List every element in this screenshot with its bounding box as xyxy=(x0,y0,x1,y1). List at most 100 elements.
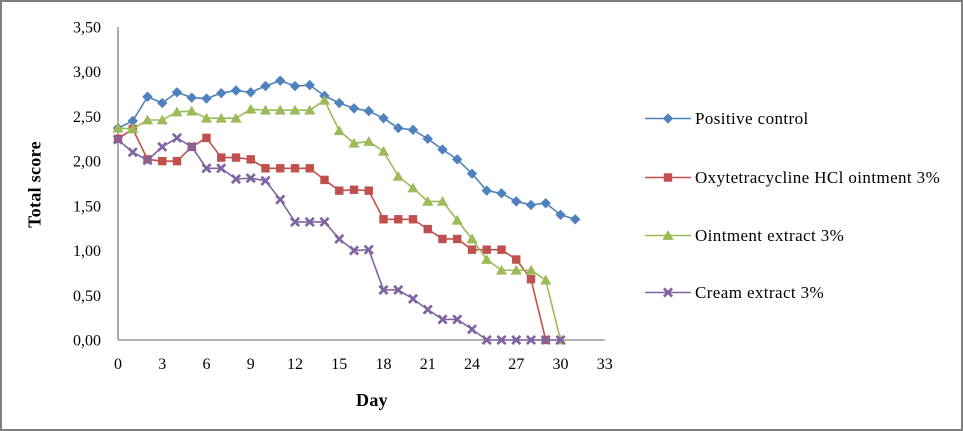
legend-entry-positive-control: Positive control xyxy=(645,108,809,131)
data-point-marker xyxy=(422,195,434,206)
data-point-marker xyxy=(423,224,432,234)
x-tick-label: 9 xyxy=(247,356,255,373)
data-point-marker xyxy=(304,79,315,91)
data-point-marker xyxy=(496,188,507,199)
data-point-marker xyxy=(157,97,168,109)
data-point-marker xyxy=(467,245,477,254)
data-point-marker xyxy=(540,334,551,346)
data-point-marker xyxy=(246,155,255,164)
data-point-marker xyxy=(512,255,521,264)
y-tick-label: 1,50 xyxy=(73,198,101,215)
data-point-marker xyxy=(437,144,448,155)
data-point-marker xyxy=(525,334,537,346)
data-point-marker xyxy=(127,123,139,134)
y-tick-label: 2,00 xyxy=(73,154,101,171)
data-point-marker xyxy=(171,132,183,143)
data-point-marker xyxy=(172,156,182,166)
legend-label: Oxytetracycline HCl ointment 3% xyxy=(695,168,941,187)
data-point-marker xyxy=(201,93,212,104)
data-point-marker xyxy=(497,245,506,254)
y-tick-label: 3,50 xyxy=(73,19,101,36)
y-tick-label: 0,00 xyxy=(73,333,101,350)
x-tick-label: 27 xyxy=(508,356,524,373)
data-point-marker xyxy=(453,234,462,244)
data-point-marker xyxy=(481,254,493,264)
data-point-marker xyxy=(186,141,197,152)
data-point-marker xyxy=(481,185,492,196)
data-point-marker xyxy=(157,141,168,152)
legend-marker-oxytetracycline xyxy=(645,170,691,190)
legend-entry-ointment-extract: Ointment extract 3% xyxy=(645,225,844,248)
x-tick-label: 12 xyxy=(287,356,303,373)
data-point-marker xyxy=(186,92,197,103)
data-point-marker xyxy=(452,314,463,325)
data-point-marker xyxy=(261,164,270,173)
data-point-marker xyxy=(202,133,211,143)
data-point-marker xyxy=(230,112,242,123)
data-point-marker xyxy=(319,216,330,228)
data-point-marker xyxy=(320,175,329,185)
series-positive-control xyxy=(112,75,581,225)
y-tick-label: 0,50 xyxy=(73,288,101,305)
data-point-marker xyxy=(127,115,138,127)
data-point-marker xyxy=(274,104,286,115)
data-point-marker xyxy=(436,195,449,206)
data-point-marker xyxy=(394,215,403,224)
data-point-marker xyxy=(392,170,404,181)
data-point-marker xyxy=(200,112,213,123)
data-point-marker xyxy=(304,216,315,228)
data-point-marker xyxy=(230,85,242,96)
data-point-marker xyxy=(540,274,552,285)
data-point-marker xyxy=(555,334,566,346)
data-point-marker xyxy=(511,334,522,346)
data-point-marker xyxy=(662,287,674,298)
data-point-marker xyxy=(230,173,242,185)
x-tick-label: 15 xyxy=(331,356,347,373)
data-point-marker xyxy=(156,114,168,125)
data-point-marker xyxy=(379,215,388,224)
data-point-marker xyxy=(525,264,537,275)
legend-marker-ointment-extract xyxy=(645,228,691,248)
x-axis-title: Day xyxy=(356,390,388,410)
legend-label: Positive control xyxy=(695,109,809,128)
data-point-marker xyxy=(540,197,551,209)
x-tick-label: 3 xyxy=(158,356,166,373)
data-point-marker xyxy=(496,334,507,346)
data-point-marker xyxy=(127,147,138,158)
data-point-marker xyxy=(663,173,673,182)
data-point-marker xyxy=(363,105,374,117)
data-point-marker xyxy=(142,155,153,166)
data-point-marker xyxy=(378,113,389,124)
data-point-marker xyxy=(437,314,448,325)
data-point-marker xyxy=(215,112,227,123)
y-tick-label: 2,50 xyxy=(73,109,101,126)
data-point-marker xyxy=(466,168,478,179)
data-point-marker xyxy=(333,125,345,136)
data-point-marker xyxy=(377,145,390,156)
data-point-marker xyxy=(407,182,419,193)
data-point-marker xyxy=(422,133,433,144)
data-point-marker xyxy=(171,87,183,98)
data-point-marker xyxy=(348,103,360,114)
data-point-marker xyxy=(318,94,331,105)
x-tick-label: 0 xyxy=(114,356,122,373)
x-tick-label: 18 xyxy=(376,356,392,373)
data-point-marker xyxy=(276,164,285,173)
legend-entry-oxytetracycline: Oxytetracycline HCl ointment 3% xyxy=(645,167,940,190)
data-point-marker xyxy=(289,104,301,115)
data-point-marker xyxy=(570,214,581,225)
data-point-marker xyxy=(217,153,226,162)
data-point-marker xyxy=(216,87,227,99)
data-point-marker xyxy=(186,105,198,116)
data-point-marker xyxy=(289,216,301,228)
data-point-marker xyxy=(407,124,419,136)
x-tick-label: 21 xyxy=(420,356,436,373)
data-point-marker xyxy=(305,164,314,173)
series-oxytetracycline-hcl-ointment-3 xyxy=(113,124,550,345)
data-point-marker xyxy=(290,164,300,173)
data-point-marker xyxy=(335,186,344,195)
data-point-marker xyxy=(482,245,491,254)
data-point-marker xyxy=(466,324,478,335)
legend-marker-positive-control xyxy=(645,111,691,131)
